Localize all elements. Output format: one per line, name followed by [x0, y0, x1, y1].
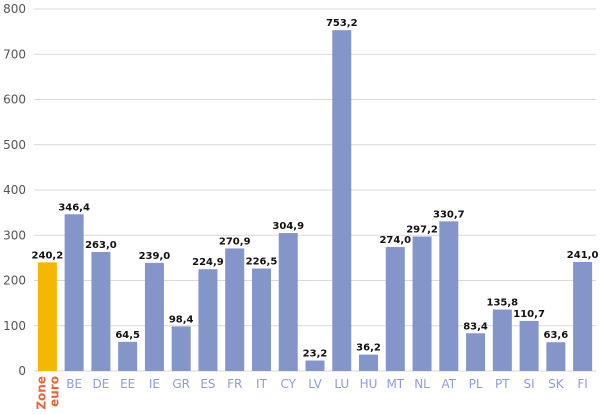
bar-ee — [118, 341, 138, 371]
x-tick-label: IT — [256, 377, 268, 391]
bar-sk — [546, 342, 566, 371]
data-label: 23,2 — [303, 349, 328, 360]
x-tick-label: EE — [120, 377, 135, 391]
x-axis-ticks: Zoneeuro BE DE EE IE GR ES FR IT CY LV LU HU MT NL AT PL… — [34, 376, 587, 410]
x-tick-label: PT — [495, 377, 510, 391]
data-label: 64,5 — [115, 330, 140, 341]
bar-zone-euro — [37, 262, 57, 371]
bar-lv — [305, 360, 325, 371]
data-label: 239,0 — [139, 251, 171, 262]
x-tick-label: HU — [360, 377, 378, 391]
data-label: 226,5 — [246, 257, 278, 268]
data-label: 241,0 — [567, 250, 599, 261]
x-tick-label: FR — [227, 377, 242, 391]
bar-be — [64, 214, 84, 371]
data-labels: 240,2 346,4 263,0 64,5 239,0 98,4 224,9 270,9 22… — [32, 18, 599, 359]
bar-at — [439, 221, 459, 371]
bar-mt — [385, 247, 405, 371]
x-tick-label: IE — [149, 377, 160, 391]
y-tick-label: 300 — [3, 228, 26, 242]
data-label: 753,2 — [326, 18, 358, 29]
bar-cy — [278, 233, 298, 371]
data-label: 135,8 — [487, 298, 519, 309]
data-label: 224,9 — [192, 257, 224, 268]
bar-it — [251, 268, 271, 371]
bar-pt — [492, 309, 512, 371]
y-tick-label: 200 — [3, 274, 26, 288]
x-tick-label: CY — [280, 377, 296, 391]
x-tick-label: SI — [524, 377, 535, 391]
bar-ie — [144, 262, 164, 371]
data-label: 304,9 — [272, 221, 304, 232]
bar-nl — [412, 236, 432, 371]
data-label: 110,7 — [513, 309, 545, 320]
y-tick-label: 600 — [3, 93, 26, 107]
bars — [37, 30, 593, 371]
x-tick-label: ES — [200, 377, 215, 391]
x-tick-label: SK — [548, 377, 565, 391]
data-label: 83,4 — [463, 321, 488, 332]
y-tick-label: 500 — [3, 138, 26, 152]
bar-lu — [332, 30, 352, 371]
data-label: 98,4 — [169, 314, 194, 325]
y-tick-label: 700 — [3, 47, 26, 61]
data-label: 346,4 — [58, 202, 90, 213]
x-tick-label: PL — [469, 377, 483, 391]
x-tick-label: MT — [386, 377, 404, 391]
data-label: 63,6 — [544, 330, 569, 341]
data-label: 297,2 — [406, 225, 438, 236]
x-tick-label-zone-euro: Zoneeuro — [34, 376, 61, 410]
x-tick-label: LV — [308, 377, 322, 391]
bar-si — [519, 320, 539, 371]
bar-gr — [171, 326, 191, 371]
data-label: 330,7 — [433, 209, 465, 220]
bar-es — [198, 269, 218, 371]
data-label: 263,0 — [85, 240, 117, 251]
bar-pl — [466, 333, 486, 371]
x-tick-label: LU — [334, 377, 349, 391]
x-tick-label: BE — [66, 377, 82, 391]
x-tick-label: AT — [442, 377, 457, 391]
y-axis-ticks: 0 100 200 300 400 500 600 700 800 — [3, 2, 26, 378]
x-tick-label: DE — [92, 377, 109, 391]
x-tick-label: NL — [414, 377, 430, 391]
grid-lines — [34, 8, 596, 372]
y-tick-label: 800 — [3, 2, 26, 16]
bar-hu — [359, 354, 379, 371]
bar-fr — [225, 248, 245, 371]
x-tick-label: FI — [577, 377, 587, 391]
data-label: 274,0 — [379, 235, 411, 246]
y-tick-label: 100 — [3, 319, 26, 333]
data-label: 36,2 — [356, 343, 381, 354]
y-tick-label: 0 — [18, 364, 26, 378]
data-label: 270,9 — [219, 236, 251, 247]
bar-de — [91, 251, 111, 371]
x-tick-label: GR — [172, 377, 190, 391]
y-tick-label: 400 — [3, 183, 26, 197]
data-label: 240,2 — [32, 250, 64, 261]
bar-fi — [573, 261, 593, 371]
